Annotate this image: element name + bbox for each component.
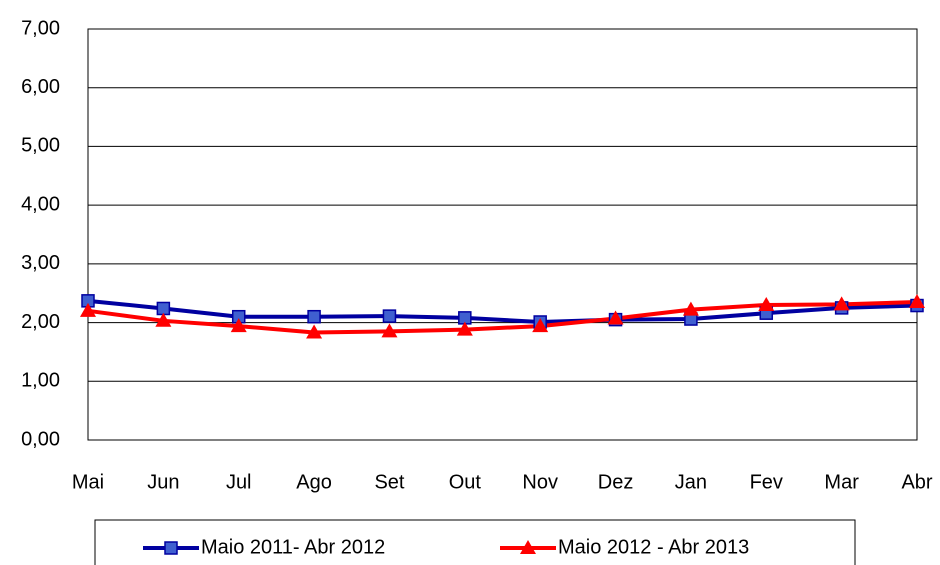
x-tick-label: Mar (824, 471, 859, 493)
data-point (456, 321, 473, 336)
legend-label: Maio 2012 - Abr 2013 (558, 536, 749, 558)
data-point (607, 310, 624, 325)
y-tick-label: 6,00 (21, 76, 60, 98)
legend-marker (164, 541, 178, 555)
data-point (80, 302, 96, 317)
data-point (230, 318, 247, 333)
x-tick-label: Dez (598, 471, 634, 493)
legend-label: Maio 2011- Abr 2012 (201, 536, 385, 558)
y-tick-label: 4,00 (21, 193, 60, 215)
data-point (307, 309, 321, 324)
data-point (758, 296, 775, 311)
x-tick-label: Mai (72, 471, 104, 493)
legend-box (94, 519, 856, 565)
x-tick-label: Jul (226, 471, 252, 493)
data-point (682, 301, 699, 316)
plot-border (87, 28, 918, 441)
x-tick-label: Jan (675, 471, 707, 493)
data-point (381, 323, 398, 338)
y-tick-label: 5,00 (21, 135, 60, 157)
y-tick-label: 0,00 (21, 428, 60, 450)
data-point (909, 294, 925, 309)
y-tick-label: 1,00 (21, 370, 60, 392)
legend-marker (520, 540, 536, 554)
series-line (87, 300, 918, 335)
data-point (156, 301, 171, 316)
x-tick-label: Fev (750, 471, 783, 493)
y-tick-label: 7,00 (21, 17, 60, 39)
data-point (155, 312, 172, 327)
x-tick-label: Abr (901, 471, 932, 493)
data-point (382, 309, 397, 323)
data-point (532, 318, 549, 333)
x-tick-label: Nov (522, 471, 558, 493)
y-tick-label: 2,00 (21, 311, 60, 333)
series-line (87, 298, 918, 324)
x-tick-label: Jun (147, 471, 179, 493)
x-tick-label: Set (374, 471, 404, 493)
data-point (306, 324, 323, 339)
x-tick-label: Ago (296, 471, 332, 493)
y-tick-label: 3,00 (21, 252, 60, 274)
x-tick-label: Out (449, 471, 482, 493)
data-point (833, 296, 850, 311)
